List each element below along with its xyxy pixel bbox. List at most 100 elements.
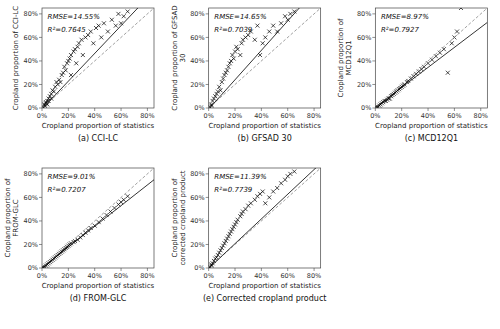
point — [253, 198, 257, 202]
x-tick — [68, 108, 69, 111]
x-tick-label: 60% — [280, 272, 294, 280]
y-tick — [39, 84, 42, 85]
point — [267, 195, 271, 199]
x-tick-label: 60% — [280, 112, 294, 120]
reference-line — [209, 8, 321, 108]
point-stroke — [438, 51, 442, 55]
y-tick — [206, 244, 209, 245]
y-tick-label: 60% — [190, 34, 204, 42]
x-axis-label: Cropland proportion of statistics — [208, 282, 321, 290]
point-stroke — [105, 213, 109, 217]
point — [263, 201, 267, 205]
y-tick — [372, 37, 375, 38]
point — [110, 18, 114, 22]
point — [58, 80, 62, 84]
x-tick — [94, 268, 95, 271]
point-stroke — [62, 65, 66, 69]
y-axis-label-line: Cropland proportion of — [171, 178, 179, 258]
x-tick — [121, 108, 122, 111]
annotation: R²=0.7039 — [214, 26, 253, 34]
point — [225, 68, 229, 72]
point — [455, 30, 459, 34]
plot-frame — [375, 8, 487, 108]
point-stroke — [438, 51, 442, 55]
point — [77, 41, 81, 45]
point-stroke — [116, 12, 120, 16]
x-tick — [235, 108, 236, 111]
point-stroke — [261, 190, 265, 194]
point-stroke — [446, 71, 450, 75]
point-stroke — [69, 53, 73, 57]
point-stroke — [226, 65, 230, 69]
figure: 0%20%40%60%80%0%20%40%60%80%Cropland pro… — [0, 0, 500, 329]
point-stroke — [80, 38, 84, 42]
point-stroke — [261, 41, 265, 45]
x-tick — [42, 108, 43, 111]
point — [275, 186, 279, 190]
y-axis-label-line: Cropland proportion of GFSAD — [171, 5, 179, 110]
point-stroke — [292, 170, 296, 174]
point — [126, 10, 130, 14]
point-stroke — [450, 41, 454, 45]
x-axis-label: Cropland proportion of statistics — [42, 282, 155, 290]
y-tick — [39, 197, 42, 198]
y-tick — [39, 173, 42, 174]
y-tick — [206, 197, 209, 198]
x-tick-label: 20% — [228, 112, 242, 120]
point-stroke — [86, 33, 90, 37]
point-stroke — [434, 54, 438, 58]
point-stroke — [283, 178, 287, 182]
y-tick-label: 0% — [28, 264, 38, 272]
point — [69, 53, 73, 57]
x-tick-label: 80% — [474, 112, 488, 120]
point-stroke — [238, 53, 242, 57]
point — [271, 190, 275, 194]
x-axis-label: Cropland proportion of statistics — [375, 122, 488, 130]
point-stroke — [255, 24, 259, 28]
panel-caption: (e) Corrected cropland product — [203, 294, 327, 303]
point-stroke — [126, 10, 130, 14]
x-tick-label: 40% — [254, 272, 268, 280]
point-stroke — [236, 47, 240, 51]
plot-area — [42, 8, 154, 108]
y-tick — [206, 37, 209, 38]
y-axis-label-line: Cropland proportion of CCI-LC — [12, 6, 20, 111]
point — [236, 47, 240, 51]
point-stroke — [292, 170, 296, 174]
x-tick — [121, 268, 122, 271]
y-tick-label: 80% — [190, 10, 204, 18]
point-stroke — [267, 30, 271, 34]
point — [76, 45, 80, 49]
point-stroke — [249, 201, 253, 205]
x-tick — [42, 268, 43, 271]
x-tick-label: 60% — [447, 112, 461, 120]
point-stroke — [279, 181, 283, 185]
point-stroke — [77, 41, 81, 45]
x-tick — [68, 268, 69, 271]
point-stroke — [430, 58, 434, 62]
point-stroke — [283, 14, 287, 18]
point — [116, 12, 120, 16]
point-stroke — [455, 30, 459, 34]
point-stroke — [220, 80, 224, 84]
point-stroke — [52, 90, 56, 94]
point — [292, 170, 296, 174]
point-stroke — [97, 24, 101, 28]
point — [279, 21, 283, 25]
point-stroke — [64, 68, 68, 72]
plot-area — [375, 8, 487, 108]
x-tick — [208, 268, 209, 271]
point-stroke — [225, 68, 229, 72]
point-stroke — [217, 85, 221, 89]
point-stroke — [422, 65, 426, 69]
plot-area — [209, 168, 321, 268]
y-tick-label: 80% — [24, 10, 38, 18]
point-stroke — [86, 33, 90, 37]
plot-frame — [42, 8, 154, 108]
point-stroke — [240, 41, 244, 45]
y-tick — [372, 60, 375, 61]
x-tick-label: 0% — [370, 112, 380, 120]
point-stroke — [275, 186, 279, 190]
point — [99, 35, 103, 39]
plot-area — [42, 168, 154, 268]
